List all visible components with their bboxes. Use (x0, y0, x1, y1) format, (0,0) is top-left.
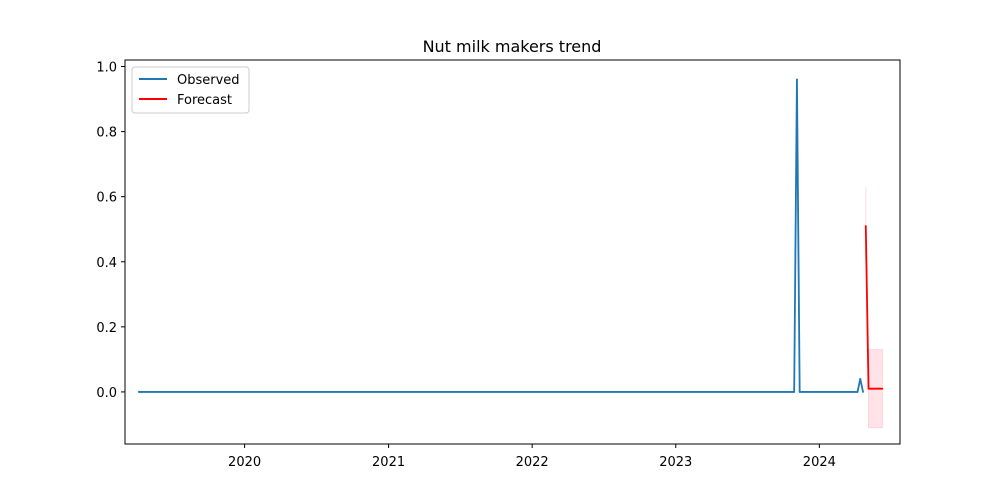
data-point-forecast (864, 225, 867, 227)
x-tick-label: 2021 (372, 455, 405, 470)
data-point-forecast (881, 387, 884, 390)
data-point-forecast (873, 387, 875, 390)
y-tick-label: 0.2 (96, 321, 117, 336)
data-point-observed (793, 391, 796, 393)
data-point-forecast (870, 387, 873, 390)
data-point-observed (859, 378, 862, 380)
data-point-observed (798, 391, 801, 393)
data-point-observed (137, 391, 140, 393)
y-tick-label: 0.6 (96, 191, 117, 206)
x-tick-label: 2024 (803, 455, 836, 470)
data-point-forecast (867, 387, 870, 390)
legend-label-forecast: Forecast (177, 93, 232, 108)
data-point-forecast (875, 387, 878, 390)
x-tick-label: 2023 (659, 455, 692, 470)
y-tick-label: 0.8 (96, 126, 117, 141)
x-axis: 2020 2021 2022 2023 2024 (228, 444, 836, 470)
data-point-observed (862, 391, 864, 393)
y-tick-label: 0.4 (96, 256, 117, 271)
data-point-forecast (878, 387, 881, 390)
x-tick-label: 2022 (516, 455, 549, 470)
y-tick-label: 0.0 (96, 386, 117, 401)
chart-title: Nut milk makers trend (423, 37, 602, 56)
legend: Observed Forecast (131, 66, 250, 114)
y-axis: 0.0 0.2 0.4 0.6 0.8 1.0 (96, 61, 125, 401)
series-layer (137, 78, 884, 393)
plot-area-frame (124, 59, 901, 445)
x-tick-label: 2020 (228, 455, 261, 470)
data-point-observed (856, 391, 859, 393)
legend-label-observed: Observed (177, 73, 240, 88)
data-point-observed (796, 78, 798, 81)
y-tick-label: 1.0 (96, 61, 117, 76)
